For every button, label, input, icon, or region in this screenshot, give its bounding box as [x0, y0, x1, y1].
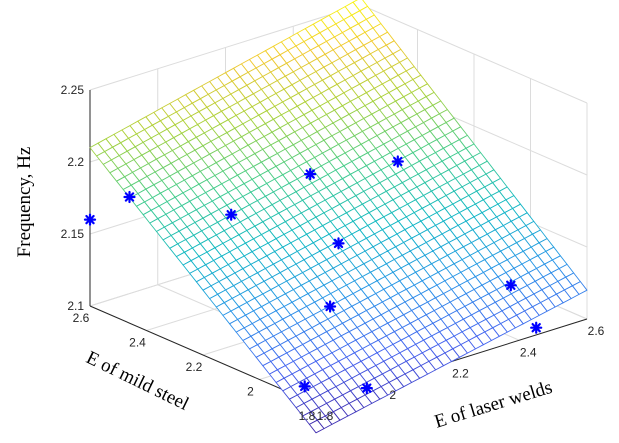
z-axis-label: Frequency, Hz: [14, 147, 35, 258]
data-point: [391, 155, 404, 168]
tick-labels: 2.1 2.15 2.2 2.25 1.8 2 2.2 2.4 2.6 1.8 2 2.2 2.4 2.6: [61, 83, 605, 423]
grid-line: [360, 4, 588, 104]
data-point: [504, 279, 517, 292]
data-point: [298, 380, 311, 393]
x-tick-label: 1.8: [317, 409, 334, 423]
data-point: [225, 208, 238, 221]
z-tick-label: 2.15: [61, 227, 85, 241]
y-tick-label: 2.2: [186, 360, 203, 374]
y-tick-label: 2.4: [129, 336, 146, 350]
surface-cell: [308, 419, 325, 434]
y-tick-label: 2: [247, 385, 254, 399]
x-axis-label: E of laser welds: [432, 377, 555, 433]
x-tick-label: 2.2: [452, 367, 469, 381]
x-tick-label: 2.4: [520, 345, 537, 359]
data-points: [83, 155, 543, 395]
surface-mesh: [89, 0, 588, 434]
data-point: [324, 300, 337, 313]
z-tick-label: 2.1: [67, 299, 84, 313]
data-point: [332, 237, 345, 250]
x-tick-label: 2.6: [588, 324, 605, 338]
y-axis-label: E of mild steel: [83, 347, 192, 415]
z-tick-label: 2.2: [67, 155, 84, 169]
data-point: [304, 168, 317, 181]
grid-line: [89, 4, 362, 91]
y-tick-label: 2.6: [73, 311, 90, 325]
y-tick-label: 1.8: [299, 409, 316, 423]
data-point: [360, 382, 373, 395]
data-point: [83, 213, 97, 226]
data-point: [530, 321, 543, 334]
x-tick-label: 2: [389, 388, 396, 402]
axis-line: [89, 305, 317, 405]
z-tick-label: 2.25: [61, 83, 85, 97]
data-point: [123, 190, 136, 204]
